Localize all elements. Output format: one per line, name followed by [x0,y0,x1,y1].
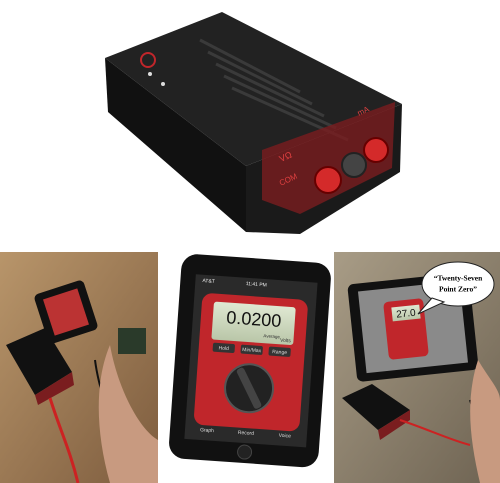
mode: Average [263,333,280,339]
speech-bubble: Point Zero” [439,285,477,294]
left-photo [0,252,158,483]
speech-bubble: “Twenty-Seven [434,274,483,283]
terminal [341,152,367,178]
button[interactable]: Hold [218,345,229,352]
button[interactable]: Min/Max [242,347,262,354]
led [148,72,152,76]
logo [140,52,156,68]
button[interactable]: Range [272,349,287,356]
unit: Volts [280,338,292,345]
tablet-reading: 27.0 [396,308,417,321]
tab[interactable]: Graph [200,427,214,434]
tablet-photo: 27.0 “Twenty-Seven Point Zero” [334,252,500,483]
red-panel [262,102,395,214]
multimeter-device: VΩ COM mA [105,12,402,234]
led [161,82,165,86]
status-carrier: AT&T [202,278,215,285]
tab[interactable]: Record [238,430,255,437]
phone-photo: AT&T 11:41 PM 0.0200 Average Volts Hold … [163,252,331,483]
device-front [105,58,246,232]
status-time: 11:41 PM [246,281,267,288]
terminal-label: VΩ [278,149,294,164]
tab[interactable]: Voice [278,433,291,440]
terminal [314,166,342,194]
reading: 0.0200 [226,307,282,331]
terminal [363,137,389,163]
